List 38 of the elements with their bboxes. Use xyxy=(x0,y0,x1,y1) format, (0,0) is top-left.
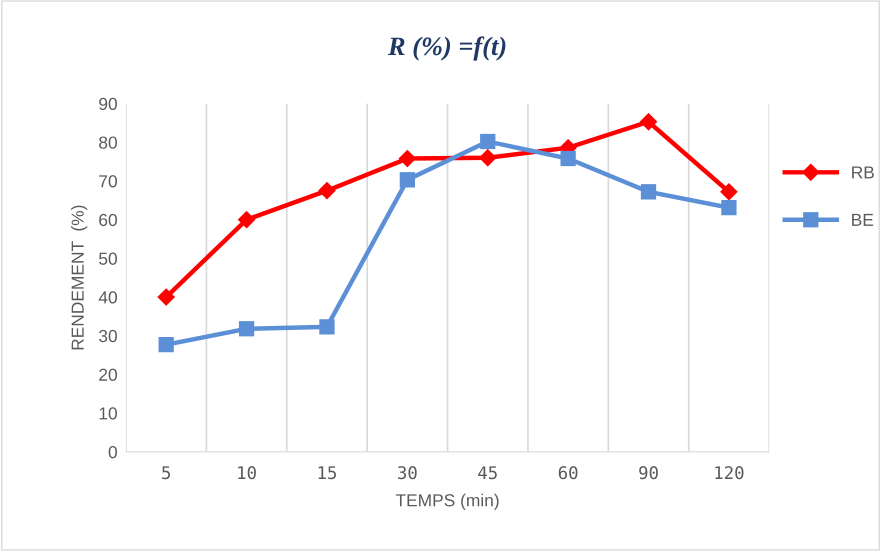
x-tick-label: 120 xyxy=(715,466,744,480)
legend-label: RB xyxy=(852,166,874,178)
y-tick-label: 90 xyxy=(99,98,117,110)
x-tick-label: 15 xyxy=(318,466,336,480)
point xyxy=(400,172,415,188)
x-tick-label: 45 xyxy=(478,466,497,480)
y-tick-label: 0 xyxy=(108,446,117,458)
point xyxy=(640,113,658,130)
y-tick-label: 20 xyxy=(99,368,117,381)
x-axis-title: TEMPS (min) xyxy=(396,494,499,510)
x-tick-label: 30 xyxy=(398,466,417,480)
point xyxy=(479,149,496,166)
point xyxy=(480,134,496,150)
point xyxy=(158,337,174,352)
y-axis-title: RENDEMENT (%) xyxy=(71,206,88,350)
x-tick-label: 5 xyxy=(162,466,170,480)
point xyxy=(721,200,737,216)
y-tick-label: 70 xyxy=(99,175,117,188)
point xyxy=(158,288,175,306)
y-tick-label: 10 xyxy=(100,407,117,420)
x-tick-label: 60 xyxy=(558,466,578,480)
point xyxy=(238,321,254,336)
point xyxy=(560,150,576,166)
point xyxy=(318,182,336,200)
legend-label: BE xyxy=(852,214,874,226)
y-tick-label: 40 xyxy=(98,291,117,304)
x-tick-label: 90 xyxy=(639,466,658,480)
point xyxy=(238,211,256,228)
point xyxy=(640,184,656,200)
y-tick-label: 80 xyxy=(99,136,117,149)
point xyxy=(398,150,416,168)
chart-title: R (%) =f(t) xyxy=(388,36,506,61)
y-tick-label: 30 xyxy=(99,330,117,342)
point xyxy=(720,183,738,200)
x-tick-label: 10 xyxy=(238,466,256,480)
point xyxy=(319,319,335,334)
y-tick-label: 60 xyxy=(99,214,117,226)
y-tick-label: 50 xyxy=(99,252,117,265)
